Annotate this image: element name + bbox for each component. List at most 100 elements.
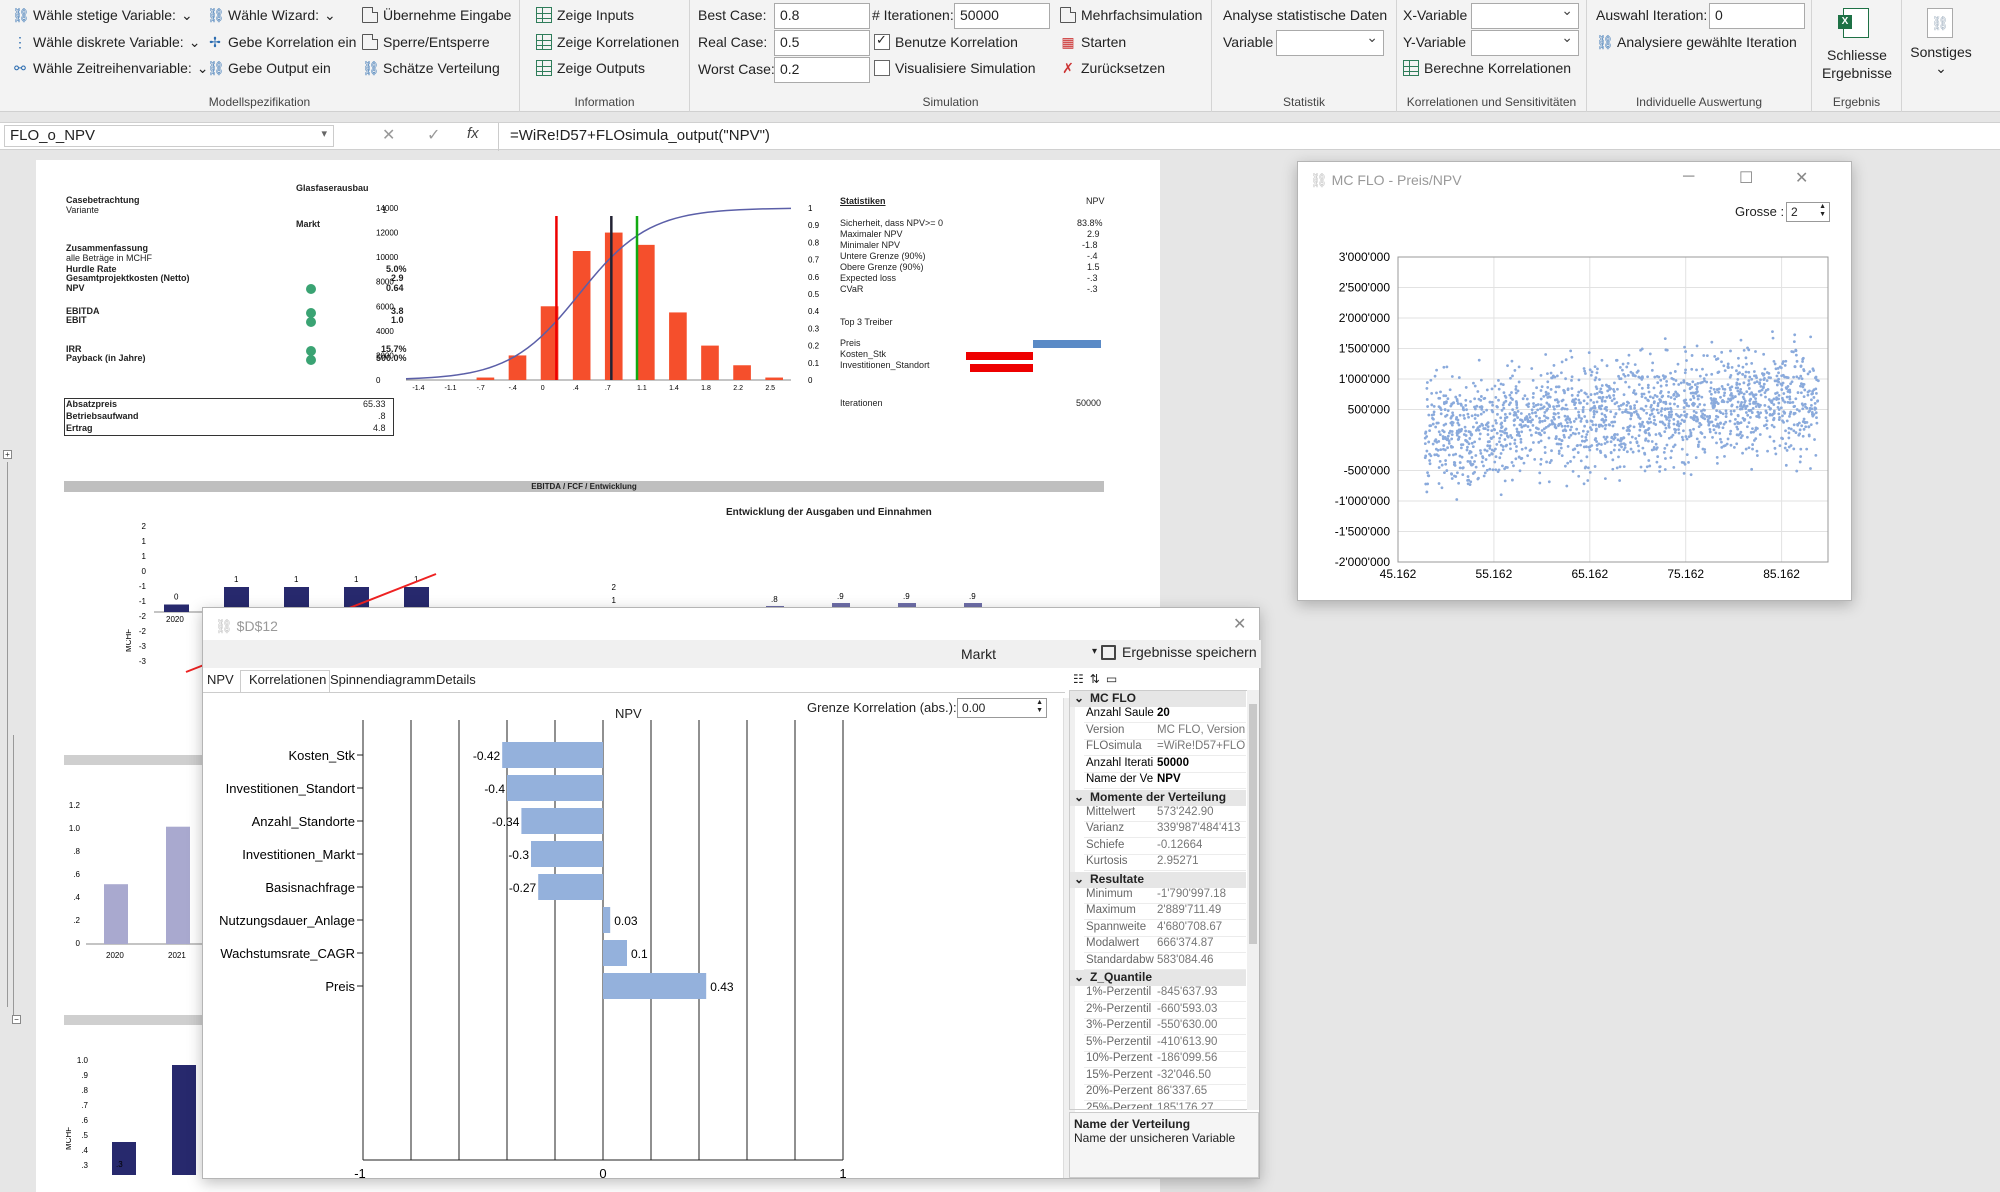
scatter-point xyxy=(1442,444,1446,447)
schliesse-ergebnisse-button[interactable]: Schliesse Ergebnisse xyxy=(1821,47,1893,81)
scatter-point xyxy=(1734,417,1737,421)
scatter-point xyxy=(1713,390,1717,394)
expand-icon[interactable]: ⌄ xyxy=(1074,691,1085,705)
scatter-point xyxy=(1584,435,1588,439)
casebetrachtung-label: Casebetrachtung xyxy=(66,195,140,205)
correlation-window[interactable]: ⛓ $D$12 ✕ Markt ▾ Ergebnisse speichern NP… xyxy=(202,607,1261,1180)
waehle-zeitreihenvariable-button[interactable]: ⚯ Wähle Zeitreihenvariable: ⌄ xyxy=(12,57,208,79)
scatter-window[interactable]: ⛓ MC FLO - Preis/NPV ─ ☐ ✕ Grosse : 2 ▲ ▼ … xyxy=(1297,161,1852,601)
gebe-korrelation-button[interactable]: ✢ Gebe Korrelation ein xyxy=(207,31,356,53)
property-scrollbar[interactable] xyxy=(1247,690,1259,1110)
variable-select[interactable] xyxy=(1276,29,1384,56)
scatter-point xyxy=(1794,397,1798,401)
scatter-point xyxy=(1714,418,1718,421)
scatter-point xyxy=(1610,399,1614,403)
scatter-point xyxy=(1736,413,1740,417)
uebernehme-eingabe-button[interactable]: Übernehme Eingabe xyxy=(362,4,511,26)
scatter-point xyxy=(1802,395,1806,398)
grosse-label: Grosse : xyxy=(1735,204,1785,219)
scatter-point xyxy=(1566,461,1570,465)
starten-button[interactable]: ▦ Starten xyxy=(1061,34,1127,50)
grosse-spinner[interactable]: 2 ▲ ▼ xyxy=(1786,202,1830,222)
schaetze-verteilung-button[interactable]: ⛓ Schätze Verteilung xyxy=(362,60,500,76)
scatter-point xyxy=(1509,447,1512,451)
enter-icon[interactable]: ✓ xyxy=(427,127,441,144)
scatter-point xyxy=(1592,409,1596,413)
property-grid[interactable]: ⌄ MC FLO Anzahl Saule 20 Version MC FLO, Ver… xyxy=(1069,690,1259,1110)
tab-spinnendiagramm[interactable]: Spinnendiagramm xyxy=(330,672,436,687)
y-variable-select[interactable] xyxy=(1471,29,1579,56)
scatter-point xyxy=(1729,429,1733,433)
close-icon[interactable]: ✕ xyxy=(1233,616,1247,633)
formula-input[interactable]: =WiRe!D57+FLOsimula_output("NPV") xyxy=(510,127,770,144)
function-icon[interactable]: fx xyxy=(467,125,479,142)
sperre-entsperre-button[interactable]: Sperre/Entsperre xyxy=(362,31,490,53)
categorized-icon[interactable]: ☷ xyxy=(1073,672,1084,686)
auswahl-iteration-input[interactable]: 0 xyxy=(1709,3,1805,29)
scatter-point xyxy=(1771,330,1774,333)
worst-case-input[interactable]: 0.2 xyxy=(774,57,870,83)
excel-icon[interactable]: X xyxy=(1838,8,1869,38)
scatter-point xyxy=(1623,446,1627,449)
waehle-wizard-button[interactable]: ⛓ Wähle Wizard: ⌄ xyxy=(207,6,336,24)
iterationen-input[interactable]: 50000 xyxy=(954,3,1050,29)
name-box[interactable]: FLO_o_NPV ▾ xyxy=(4,125,334,147)
outline-collapse-icon[interactable]: − xyxy=(12,1015,21,1024)
scatter-point xyxy=(1608,396,1612,400)
scatter-point xyxy=(1550,419,1554,423)
sort-az-icon[interactable]: ⇅ xyxy=(1089,672,1100,686)
gebe-output-button[interactable]: ⛓ Gebe Output ein xyxy=(207,60,331,76)
scatter-point xyxy=(1589,393,1593,396)
scatter-point xyxy=(1444,459,1448,462)
corr-value-label: 0.43 xyxy=(710,980,734,994)
mehrfachsimulation-button[interactable]: Mehrfachsimulation xyxy=(1060,4,1202,26)
analysiere-iteration-button[interactable]: ⛓ Analysiere gewählte Iteration xyxy=(1596,34,1797,50)
waehle-diskrete-variable-button[interactable]: ⋮ Wähle diskrete Variable: ⌄ xyxy=(13,33,201,51)
scatter-point xyxy=(1629,417,1633,421)
scatter-point xyxy=(1428,459,1431,462)
c3-ytick: .8 xyxy=(73,847,80,856)
scatter-point xyxy=(1738,371,1741,375)
tab-npv[interactable]: NPV xyxy=(207,672,234,687)
expand-icon[interactable]: ⌄ xyxy=(1074,970,1085,984)
minimize-icon[interactable]: ─ xyxy=(1683,168,1695,185)
cancel-icon[interactable]: ✕ xyxy=(382,127,396,144)
scatter-point xyxy=(1774,452,1778,456)
berechne-korrelationen-button[interactable]: Berechne Korrelationen xyxy=(1403,57,1571,79)
scatter-point xyxy=(1425,381,1429,384)
x-variable-select[interactable] xyxy=(1471,2,1579,29)
tab-details[interactable]: Details xyxy=(436,672,476,687)
best-case-input[interactable]: 0.8 xyxy=(774,3,870,29)
expand-icon[interactable]: ⌄ xyxy=(1074,871,1085,886)
scatter-point xyxy=(1781,414,1784,418)
zeige-inputs-button[interactable]: Zeige Inputs xyxy=(536,4,634,26)
zeige-korrelationen-button[interactable]: Zeige Korrelationen xyxy=(536,31,679,53)
waehle-stetige-variable-button[interactable]: ⛓ Wähle stetige Variable: ⌄ xyxy=(12,6,193,24)
outline-expand-icon[interactable]: + xyxy=(3,450,12,459)
save-results-button[interactable]: Ergebnisse speichern xyxy=(1101,644,1257,660)
markt-dropdown[interactable]: Markt ▾ xyxy=(961,646,1097,662)
real-case-input[interactable]: 0.5 xyxy=(774,30,870,56)
maximize-icon[interactable]: ☐ xyxy=(1739,170,1754,187)
tab-korrelationen[interactable]: Korrelationen xyxy=(249,672,327,687)
close-icon[interactable]: ✕ xyxy=(1795,170,1809,187)
scatter-point xyxy=(1524,423,1527,427)
c3-ytick: .2 xyxy=(73,916,80,925)
scatter-point xyxy=(1473,470,1476,474)
zuruecksetzen-button[interactable]: ✗ Zurücksetzen xyxy=(1060,57,1165,79)
sonstiges-button[interactable]: Sonstiges ⌄ xyxy=(1910,44,1972,76)
group-korrelationen: X-Variable Y-Variable Berechne Korrelati… xyxy=(1397,0,1587,112)
benutze-korrelation-checkbox[interactable]: Benutze Korrelation xyxy=(874,31,1018,53)
grenze-spinner[interactable]: 0.00 ▲ ▼ xyxy=(957,698,1047,718)
zeige-outputs-button[interactable]: Zeige Outputs xyxy=(536,57,645,79)
property-description: Name der Verteilung Name der unsicheren V… xyxy=(1069,1112,1259,1178)
scatter-point xyxy=(1574,417,1578,421)
scatter-point xyxy=(1801,385,1805,389)
expand-icon[interactable]: ⌄ xyxy=(1074,789,1085,804)
scatter-point xyxy=(1571,469,1575,473)
visualisiere-simulation-checkbox[interactable]: Visualisiere Simulation xyxy=(874,57,1036,79)
scatter-point xyxy=(1697,425,1701,429)
scatter-point xyxy=(1729,398,1733,402)
property-pages-icon[interactable]: ▭ xyxy=(1105,672,1118,686)
scatter-point xyxy=(1591,406,1595,410)
